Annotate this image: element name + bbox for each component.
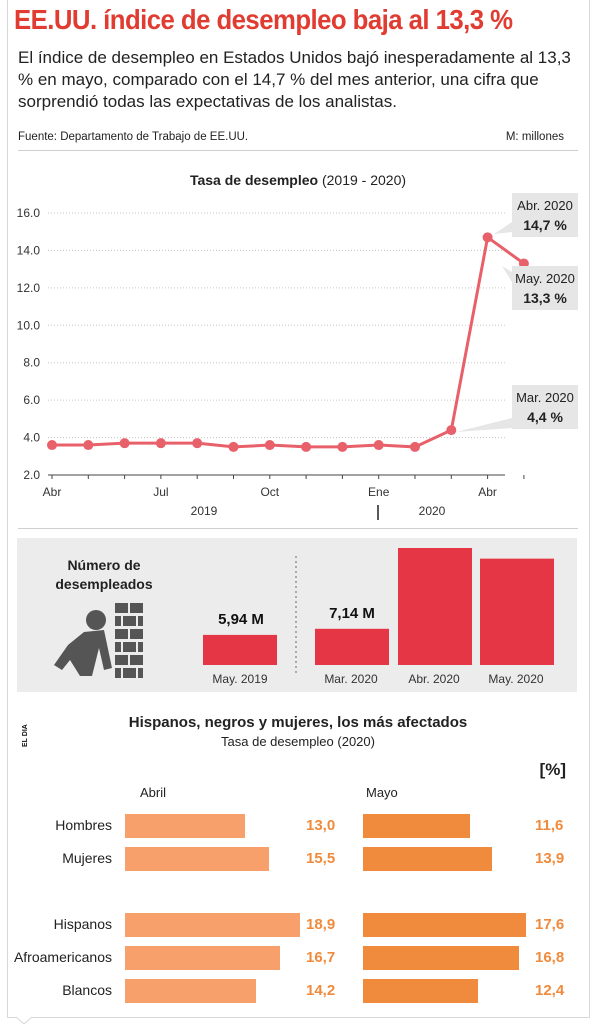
callout-pointer: [502, 266, 512, 282]
year-label: 2020: [419, 504, 446, 518]
bar-april: [125, 946, 280, 970]
bar-category: Abr. 2020: [408, 672, 460, 686]
y-tick-label: 16.0: [17, 206, 41, 220]
value-may: 13,9: [535, 850, 565, 867]
unit-label: [%]: [539, 760, 566, 779]
bar-category: May. 2020: [488, 672, 544, 686]
callout-box: [512, 266, 578, 310]
groups-chart-title: Hispanos, negros y mujeres, los más afec…: [128, 714, 468, 731]
data-point: [482, 232, 493, 243]
y-tick-label: 8.0: [23, 356, 40, 370]
divider: [18, 150, 578, 151]
data-point: [410, 441, 420, 452]
callout-box: [512, 385, 578, 429]
bar-april: [125, 979, 257, 1003]
year-label: 2019: [191, 504, 218, 518]
row-label: Blancos: [62, 982, 112, 998]
page-title: EE.UU. índice de desempleo baja al 13,3 …: [14, 4, 513, 35]
data-point: [119, 438, 130, 449]
data-point: [264, 440, 275, 451]
unemployed-panel-title: Número de desempleados: [55, 557, 153, 592]
value-april: 13,0: [306, 817, 336, 834]
callout-date: Abr. 2020: [517, 198, 573, 213]
bar-may: [363, 913, 526, 937]
column-header-april: Abril: [140, 785, 167, 800]
line-chart-title-main: Tasa de desempleo: [189, 172, 319, 188]
callout-pointer: [494, 222, 512, 234]
bar-april: [125, 814, 246, 838]
column-header-may: Mayo: [366, 785, 398, 800]
x-tick-label: Abr: [43, 485, 62, 499]
value-may: 11,6: [535, 817, 564, 834]
value-april: 15,5: [306, 850, 336, 867]
y-tick-label: 12.0: [17, 281, 41, 295]
x-tick-label: Oct: [260, 485, 279, 499]
y-tick-label: 10.0: [17, 318, 41, 332]
units-note: M: millones: [505, 131, 564, 143]
bar-category: May. 2019: [212, 672, 268, 686]
bar-may: [363, 847, 492, 871]
row-label: Hombres: [55, 817, 112, 833]
line-chart-title: Tasa de desempleo (2019 - 2020): [0, 172, 596, 188]
y-tick-label: 14.0: [17, 243, 41, 257]
bar-april: [125, 847, 269, 871]
value-april: 18,9: [306, 916, 336, 933]
x-tick-label: Abr: [478, 485, 497, 499]
value-april: 14,2: [306, 982, 336, 999]
bar-april: [125, 913, 300, 937]
bar-label: 7,14 M: [329, 605, 375, 622]
bar-may: [363, 814, 471, 838]
value-may: 16,8: [535, 949, 565, 966]
bar-label: 23,08 M: [406, 556, 462, 573]
data-point: [337, 441, 348, 452]
groups-chart-subtitle: Tasa de desempleo (2020): [221, 734, 375, 749]
bar-label: 5,94 M: [218, 611, 264, 628]
value-may: 12,4: [535, 982, 565, 999]
line-chart-title-years: (2019 - 2020): [321, 172, 407, 188]
row-label: Afroamericanos: [13, 949, 112, 965]
source-note: Fuente: Departamento de Trabajo de EE.UU…: [18, 131, 249, 143]
data-point: [83, 440, 94, 451]
data-point: [155, 438, 166, 449]
data-point: [446, 425, 457, 436]
bar-may: [363, 979, 478, 1003]
data-point: [47, 440, 57, 451]
callout-pointer: [456, 418, 512, 432]
value-april: 16,7: [306, 949, 336, 966]
bar-label: 20,98 M: [488, 570, 544, 587]
row-label: Hispanos: [53, 916, 112, 932]
data-point: [192, 438, 203, 449]
y-tick-label: 4.0: [23, 431, 40, 445]
value-may: 17,6: [535, 916, 565, 933]
y-tick-label: 6.0: [23, 393, 40, 407]
data-point: [228, 441, 239, 452]
bar-may: [363, 946, 519, 970]
callout-value: 4,4 %: [527, 409, 563, 425]
callout-box: [512, 193, 578, 237]
row-label: Mujeres: [62, 850, 112, 866]
callout-date: Mar. 2020: [516, 390, 574, 405]
graphic-frame: [7, 0, 590, 1018]
y-tick-label: 2.0: [23, 468, 40, 482]
callout-value: 13,3 %: [523, 290, 567, 306]
x-tick-label: Jul: [153, 485, 168, 499]
series-line: [52, 234, 525, 449]
callout-value: 14,7 %: [523, 217, 567, 233]
x-tick-label: Ene: [368, 485, 390, 499]
divider: [18, 528, 578, 529]
bar-category: Mar. 2020: [324, 672, 378, 686]
callout-date: May. 2020: [515, 271, 575, 286]
intro-text: El índice de desempleo en Estados Unidos…: [18, 48, 571, 111]
data-point: [373, 440, 384, 451]
data-point: [301, 441, 312, 452]
